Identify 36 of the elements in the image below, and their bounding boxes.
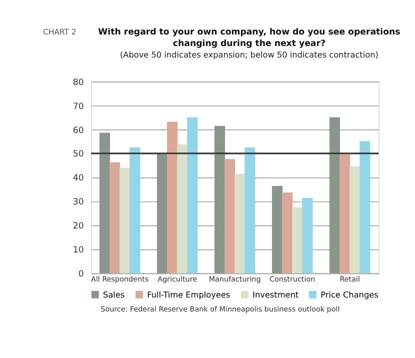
bar [350,166,360,274]
bar [244,147,256,274]
bar [120,168,130,274]
bar [302,198,313,274]
bar [177,144,188,274]
y-tick-label: 40 [72,174,84,184]
bar [167,122,178,274]
bar [214,126,225,274]
y-tick-label: 50 [72,150,84,160]
bar [99,132,110,274]
bar [329,117,340,274]
bar [187,117,198,274]
y-tick-label: 70 [72,102,84,112]
bar [282,192,293,274]
bar [234,174,246,274]
y-tick-label: 20 [72,222,84,232]
legend-label: Investment [252,290,299,300]
bar [156,153,168,274]
bar [224,159,236,274]
legend-label: Full-Time Employees [147,290,230,300]
bar [130,147,140,274]
y-tick-label: 80 [72,78,84,88]
bar [292,207,303,274]
chart-subtitle: (Above 50 indicates expansion; below 50 indicates contraction) [120,50,378,60]
bar [340,153,350,274]
chart-title: With regard to your own company, how do you see operations changing during the next year? [98,28,400,50]
legend-label: Sales [103,290,125,300]
y-tick-label: 60 [72,126,84,136]
y-tick-label: 10 [72,246,84,256]
y-tick-label: 0 [78,270,84,280]
y-tick-label: 30 [72,198,84,208]
legend-label: Price Changes [320,290,378,300]
bar [360,141,370,274]
bar [110,162,120,274]
caption: CHART 2 [43,28,76,37]
bar [272,186,282,274]
